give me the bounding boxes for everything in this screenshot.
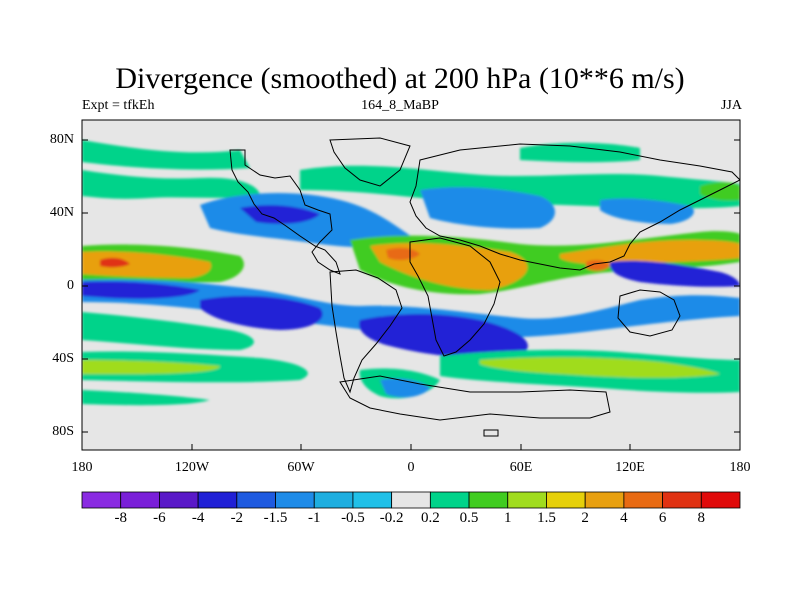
colorbar-swatch <box>507 491 547 509</box>
lon-tick-180e: 180 <box>729 460 751 475</box>
colorbar-label: 4 <box>620 510 628 526</box>
south-green-band-5 <box>82 390 210 406</box>
continent-outlines <box>229 137 740 437</box>
europe-asia-outline <box>409 143 740 271</box>
colorbar-swatch <box>197 491 238 509</box>
colorbar-swatch <box>313 491 354 509</box>
south-yellow-band-2 <box>480 357 720 378</box>
colorbar-swatch <box>120 491 160 509</box>
lon-tick-120w: 120W <box>174 460 210 475</box>
north-green-band-1 <box>82 140 250 170</box>
plot-title: Divergence (smoothed) at 200 hPa (10**6 … <box>115 62 685 95</box>
lat-tick-40n: 40N <box>49 205 74 220</box>
colorbar-label: 0.5 <box>459 510 479 526</box>
lon-tick-180w: 180 <box>71 460 93 475</box>
lon-tick-60w: 60W <box>287 460 315 475</box>
colorbar-label: 0.2 <box>420 510 440 526</box>
colorbar-label: -1.5 <box>263 510 288 526</box>
australia-outline <box>617 289 681 337</box>
colorbar-swatch <box>429 491 470 509</box>
equator-dark-blue-1 <box>82 281 200 299</box>
period-label: 164_8_MaBP <box>361 98 439 113</box>
equator-hot-spot-3 <box>100 257 130 268</box>
equator-hot-spot-1 <box>386 247 420 261</box>
colorbar-swatch <box>623 491 663 509</box>
small-island-outline <box>483 429 499 437</box>
colorbar-label: 2 <box>581 510 589 526</box>
antarctica-outline <box>339 375 611 421</box>
lon-tick-120e: 120E <box>615 460 645 475</box>
colorbar-label: -0.2 <box>379 510 404 526</box>
south-dark-blue-2 <box>359 314 528 359</box>
colorbar-label: 1 <box>504 510 512 526</box>
colorbar-swatch <box>275 491 315 509</box>
colorbar-swatch <box>662 491 702 509</box>
colorbar-swatch <box>236 491 276 509</box>
colorbar-label: -4 <box>191 510 205 526</box>
north-dark-blue-1 <box>240 205 320 224</box>
experiment-label: Expt = tfkEh <box>82 98 155 113</box>
south-america-outline <box>329 269 403 394</box>
equator-dark-blue-2 <box>609 260 740 287</box>
africa-outline <box>409 237 501 357</box>
lat-tick-80s: 80S <box>52 424 74 439</box>
south-yellow-band-1 <box>82 360 220 374</box>
season-label: JJA <box>720 98 742 113</box>
equator-blue-band-1 <box>82 279 740 338</box>
equator-warm-band-5 <box>560 240 740 265</box>
colorbar-swatch <box>468 491 509 509</box>
colorbar-swatch <box>546 491 586 509</box>
north-green-band-5 <box>700 182 740 201</box>
colorbar-label: 1.5 <box>537 510 556 526</box>
north-green-band-3 <box>300 165 740 209</box>
north-blue-region-3 <box>600 198 694 224</box>
greenland-outline <box>329 137 411 187</box>
axis-ticks <box>81 139 741 450</box>
south-green-band-1 <box>82 312 254 350</box>
lat-tick-0: 0 <box>67 278 74 293</box>
north-blue-region-2 <box>420 187 555 229</box>
north-green-band-2 <box>82 170 260 199</box>
colorbar-label: 8 <box>697 510 706 526</box>
north-america-outline <box>229 149 341 275</box>
colorbar-label: -1 <box>307 510 321 526</box>
south-dark-blue-1 <box>200 295 323 330</box>
colorbar-label: -8 <box>114 510 127 526</box>
colorbar-label: -0.5 <box>341 510 365 526</box>
colorbar-label: -2 <box>230 510 244 526</box>
lat-tick-80n: 80N <box>49 132 74 147</box>
north-green-band-4 <box>520 142 640 163</box>
colorbar-swatch <box>159 491 199 509</box>
divergence-fields <box>82 140 740 406</box>
lon-tick-0: 0 <box>407 460 415 475</box>
colorbar-label: -6 <box>153 510 166 526</box>
colorbar-swatch <box>391 491 431 509</box>
colorbar-swatch <box>700 491 741 509</box>
colorbar-swatch <box>584 491 625 509</box>
colorbar-label: 6 <box>658 510 667 526</box>
lon-tick-60e: 60E <box>509 460 533 475</box>
lat-tick-40s: 40S <box>52 351 74 366</box>
colorbar-swatch <box>81 491 122 509</box>
colorbar-swatch <box>352 491 393 509</box>
